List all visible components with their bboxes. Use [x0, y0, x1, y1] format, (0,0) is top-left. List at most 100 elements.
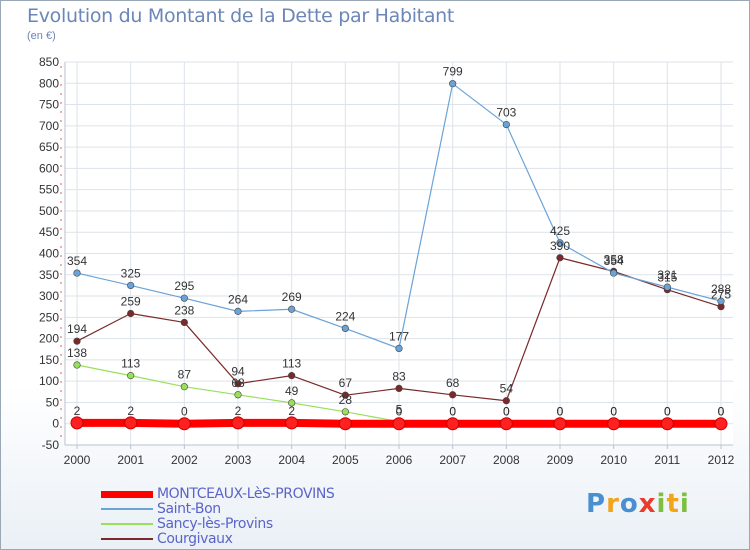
- data-point: [499, 417, 513, 431]
- data-label: 0: [396, 405, 403, 419]
- data-point: [127, 372, 135, 380]
- data-label: 358: [604, 252, 624, 266]
- y-tick-label: 150: [39, 353, 59, 367]
- data-label: 2: [288, 404, 295, 418]
- x-tick-label: 2003: [225, 453, 252, 467]
- legend-swatch-2: [101, 523, 153, 525]
- y-tick-label: 400: [39, 247, 59, 261]
- y-tick-label: 0: [52, 417, 59, 431]
- data-label: 0: [664, 405, 671, 419]
- x-tick-label: 2012: [708, 453, 735, 467]
- data-point: [177, 417, 191, 431]
- data-point: [449, 80, 457, 88]
- data-point: [556, 239, 564, 247]
- x-tick-label: 2001: [117, 453, 144, 467]
- y-tick-label: 850: [39, 55, 59, 69]
- x-tick-label: 2010: [600, 453, 627, 467]
- legend-swatch-3: [101, 538, 153, 540]
- y-tick-label: 750: [39, 98, 59, 112]
- data-point: [288, 399, 296, 407]
- data-label: 5: [396, 403, 403, 417]
- data-label: 275: [711, 288, 731, 302]
- x-tick-label: 2005: [332, 453, 359, 467]
- proxiti-logo: Proxiti: [586, 489, 690, 519]
- data-label: 354: [604, 254, 624, 268]
- y-tick-label: 200: [39, 332, 59, 346]
- data-label: 0: [557, 405, 564, 419]
- data-label: 295: [174, 279, 194, 293]
- data-label: 259: [121, 295, 141, 309]
- data-point: [341, 391, 349, 399]
- data-label: 238: [174, 303, 194, 317]
- data-label: 113: [121, 357, 140, 371]
- data-label: 703: [496, 106, 516, 120]
- data-label: 194: [67, 322, 87, 336]
- legend-label-1: Saint-Bon: [157, 501, 221, 517]
- data-label: 224: [335, 309, 355, 323]
- data-label: 0: [664, 405, 671, 419]
- data-label: 177: [389, 329, 409, 343]
- data-point: [288, 305, 296, 313]
- data-point: [234, 307, 242, 315]
- data-label: 354: [67, 254, 87, 268]
- chart-subtitle: (en €): [27, 30, 56, 42]
- data-label: 2: [235, 404, 242, 418]
- data-label: 321: [657, 268, 677, 282]
- y-tick-label: 50: [46, 395, 60, 409]
- data-label: 54: [500, 382, 514, 396]
- chart-title: Evolution du Montant de la Dette par Hab…: [27, 5, 455, 27]
- data-point: [70, 416, 84, 430]
- data-label: 0: [557, 405, 564, 419]
- data-point: [449, 391, 457, 399]
- data-point: [502, 120, 510, 129]
- data-label: 799: [443, 65, 463, 79]
- data-label: 0: [503, 405, 510, 419]
- data-point: [663, 283, 671, 291]
- data-point: [502, 397, 510, 405]
- data-label: 87: [178, 368, 192, 382]
- data-point: [553, 417, 567, 431]
- data-point: [341, 324, 349, 332]
- x-tick-label: 2004: [278, 453, 305, 467]
- data-label: 390: [550, 239, 570, 253]
- data-point: [395, 344, 403, 352]
- y-tick-label: 250: [39, 310, 59, 324]
- data-label: 94: [231, 365, 245, 379]
- data-point: [392, 417, 406, 431]
- data-point: [714, 417, 728, 431]
- data-point: [285, 416, 299, 430]
- data-label: 67: [339, 376, 353, 390]
- x-tick-label: 2002: [171, 453, 198, 467]
- data-label: 0: [718, 405, 725, 419]
- data-point: [127, 309, 135, 318]
- data-label: 264: [228, 292, 248, 306]
- data-point: [234, 391, 242, 399]
- y-tick-label: 650: [39, 140, 59, 154]
- data-point: [73, 361, 81, 369]
- data-label: 28: [339, 393, 353, 407]
- data-label: 425: [550, 224, 570, 238]
- data-point: [180, 294, 188, 302]
- y-tick-label: 800: [39, 76, 59, 90]
- data-point: [446, 417, 460, 431]
- x-tick-label: 2006: [386, 453, 413, 467]
- data-label: 0: [718, 405, 725, 419]
- x-tick-label: 2011: [654, 453, 680, 467]
- legend-label-3: Courgivaux: [157, 531, 233, 547]
- y-tick-label: 100: [39, 374, 59, 388]
- data-point: [180, 383, 188, 391]
- data-point: [127, 281, 135, 290]
- data-label: 315: [657, 271, 677, 285]
- y-tick-label: 550: [39, 183, 59, 197]
- data-label: 288: [711, 282, 731, 296]
- data-point: [556, 254, 564, 262]
- data-label: 138: [67, 346, 87, 360]
- data-point: [231, 416, 245, 430]
- data-label: 113: [282, 357, 301, 371]
- data-point: [660, 417, 674, 431]
- data-label: 0: [181, 405, 188, 419]
- x-tick-label: 2000: [64, 453, 91, 467]
- data-point: [338, 417, 352, 431]
